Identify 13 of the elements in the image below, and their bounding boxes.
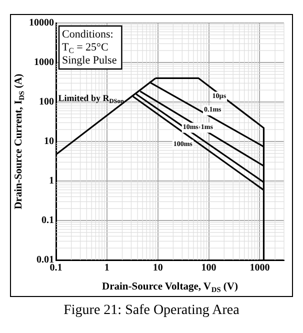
x-tick-label: 10 [152,262,163,274]
y-tick-label: 0.1 [42,215,54,226]
y-tick-label: 1 [49,176,54,187]
x-tick-label: 1 [104,262,110,274]
annotation: Single Pulse [62,54,117,66]
y-tick-label: 10000 [29,18,54,29]
x-tick-label: 1000 [250,262,270,274]
text: Figure 21: Safe Operating Area [62,303,240,319]
x-tick-label: 100 [201,262,216,274]
y-tick-label: 1000 [34,57,54,68]
y-tick-label: 10 [44,136,54,148]
y-tick-label: 100 [39,96,54,108]
annotation: Conditions: [62,28,114,40]
